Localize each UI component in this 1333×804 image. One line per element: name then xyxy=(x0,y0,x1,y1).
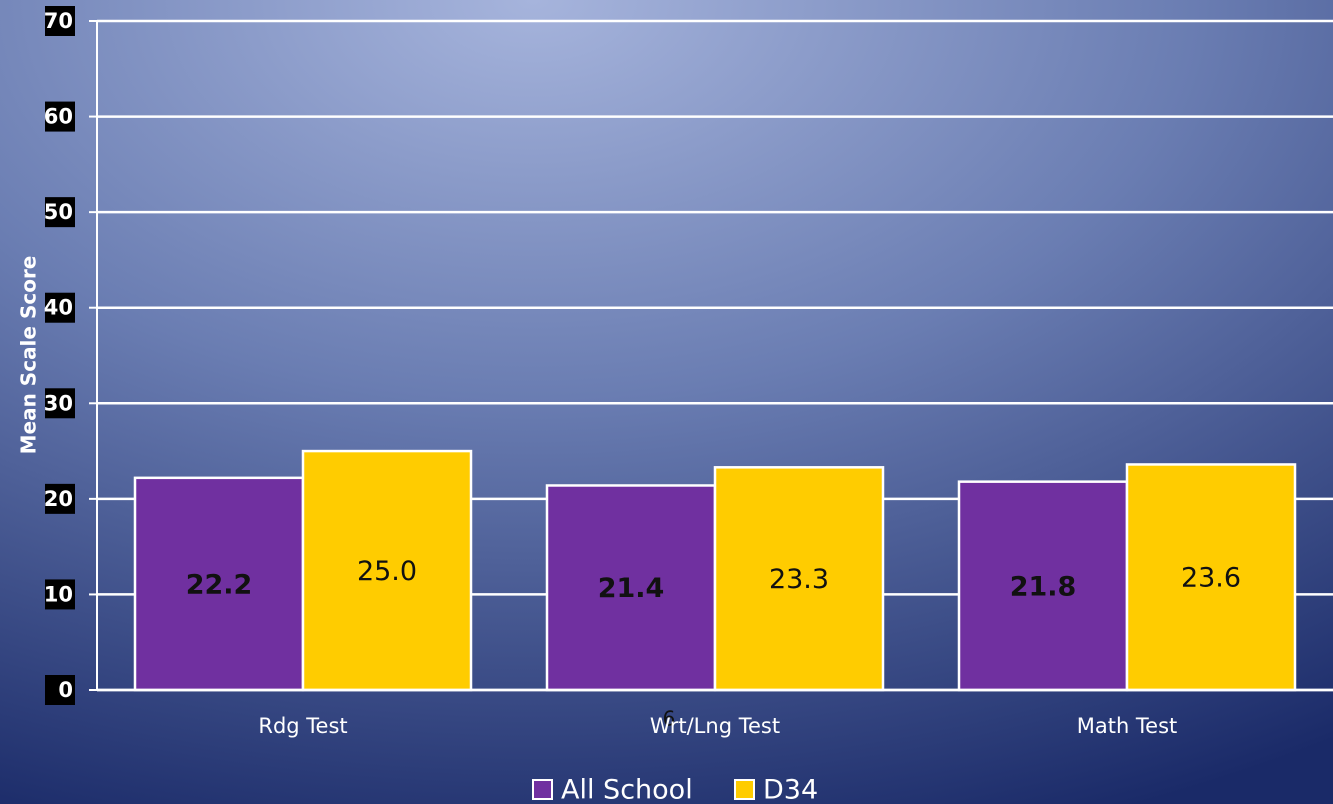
y-tick-label: 10 xyxy=(44,582,73,606)
y-tick-label-bg xyxy=(45,6,75,36)
y-tick-label-bg xyxy=(45,197,75,228)
bar xyxy=(1125,463,1297,692)
legend-swatch xyxy=(532,779,553,800)
y-tick-label: 0 xyxy=(58,678,73,702)
y-tick-label: 50 xyxy=(44,200,73,224)
legend-label: D34 xyxy=(763,775,818,804)
x-tick-label: Wrt/Lng Test xyxy=(650,714,780,738)
y-tick-label: 60 xyxy=(44,105,73,129)
y-tick-label-bg xyxy=(45,388,75,419)
y-tick-label-bg xyxy=(45,483,75,514)
x-tick-label: Rdg Test xyxy=(258,714,347,738)
y-tick-label-bg xyxy=(45,292,75,323)
data-label: 25.0 xyxy=(357,556,417,587)
bar xyxy=(957,480,1129,692)
x-tick-label: Math Test xyxy=(1077,714,1178,738)
legend-label: All School xyxy=(561,775,693,804)
y-tick-label-bg xyxy=(45,579,75,610)
bar xyxy=(713,466,885,692)
data-label: 23.6 xyxy=(1181,563,1241,594)
y-tick-label-bg xyxy=(45,675,75,705)
bar xyxy=(301,449,473,692)
data-label: 22.2 xyxy=(186,569,253,600)
y-tick-label: 20 xyxy=(44,487,73,511)
legend-swatch xyxy=(734,779,755,800)
y-tick-label: 70 xyxy=(44,9,73,33)
y-axis-label: Mean Scale Score xyxy=(17,256,41,455)
bar xyxy=(545,484,717,692)
data-label: 21.8 xyxy=(1010,571,1077,602)
data-label: 21.4 xyxy=(598,573,665,604)
data-label: 23.3 xyxy=(769,564,829,595)
bar xyxy=(133,476,305,692)
y-tick-label-bg xyxy=(45,101,75,132)
y-tick-label: 30 xyxy=(44,391,73,415)
page-number: 6 xyxy=(663,707,676,731)
y-tick-label: 40 xyxy=(44,296,73,320)
